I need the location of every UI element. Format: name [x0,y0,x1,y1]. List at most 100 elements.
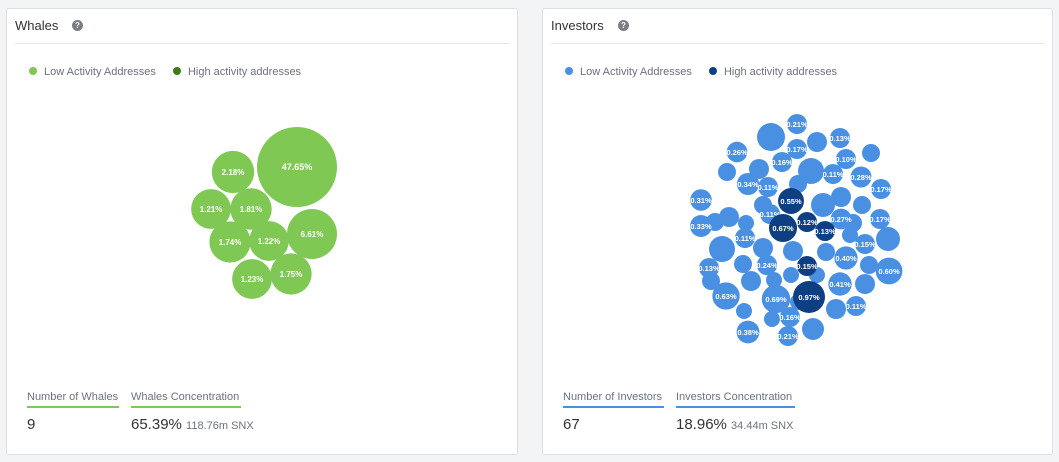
bubble[interactable] [736,172,760,196]
bubble[interactable] [690,189,712,211]
whales-card: Whales ? Low Activity Addresses High act… [6,8,518,455]
bubble-label: 0.13% [698,264,720,273]
bubble[interactable] [270,253,312,295]
legend-label: Low Activity Addresses [580,66,692,78]
bubble[interactable] [735,228,755,248]
bubble[interactable] [780,307,800,327]
investors-title: Investors [551,18,604,33]
legend-item-low-activity[interactable]: Low Activity Addresses [565,66,692,78]
bubble[interactable] [712,282,740,310]
bubble-label: 0.15% [796,262,818,271]
bubble-label: 47.65% [282,162,313,172]
bubble[interactable] [257,127,337,207]
bubble[interactable] [850,166,872,188]
bubble[interactable] [807,132,827,152]
bubble[interactable] [778,326,798,346]
bubble[interactable] [764,311,780,327]
concentration-amount: 34.44m SNX [731,420,794,432]
bubble[interactable] [830,208,852,230]
bubble[interactable] [798,158,824,184]
bubble[interactable] [758,177,778,197]
bubble[interactable] [855,234,875,254]
bubble[interactable] [191,189,231,229]
bubble[interactable] [876,227,900,251]
bubble[interactable] [718,163,736,181]
bubble[interactable] [846,296,866,316]
bubble[interactable] [756,254,778,276]
legend-item-low-activity[interactable]: Low Activity Addresses [29,66,156,78]
legend-item-high-activity[interactable]: High activity addresses [708,66,837,78]
concentration-amount: 118.76m SNX [186,420,254,432]
bubble[interactable] [778,188,804,214]
bubble[interactable] [690,215,712,237]
bubble-label: 0.21% [777,332,799,341]
bubble[interactable] [232,259,272,299]
bubble[interactable] [836,149,856,169]
bubble[interactable] [709,236,735,262]
bubble-label: 0.97% [798,293,820,302]
bubble[interactable] [828,272,852,296]
bubble[interactable] [230,188,272,230]
bubble[interactable] [787,114,807,134]
bubble-label: 1.22% [258,237,281,246]
bubble[interactable] [826,299,846,319]
bubble-label: 0.38% [737,328,759,337]
bubble[interactable] [855,274,875,294]
whales-header: Whales ? [15,9,509,44]
bubble[interactable] [817,243,835,261]
bubble[interactable] [823,164,843,184]
bubble[interactable] [815,221,835,241]
bubble-label: 0.17% [869,215,891,224]
bubble[interactable] [736,320,760,344]
bubble[interactable] [831,187,851,207]
help-icon[interactable]: ? [72,20,83,31]
bubble[interactable] [783,267,799,283]
bubble[interactable] [209,221,251,263]
bubble[interactable] [862,144,880,162]
bubble[interactable] [834,246,858,270]
concentration-percent: 18.96% [676,416,727,433]
bubble[interactable] [736,303,752,319]
bubble[interactable] [830,128,850,148]
bubble[interactable] [757,123,785,151]
bubble-label: 0.13% [814,227,836,236]
bubble-label: 0.34% [737,180,759,189]
bubble[interactable] [797,256,817,276]
bubble[interactable] [738,215,754,231]
bubble[interactable] [766,272,782,288]
number-of-whales-stat: Number of Whales 9 [27,387,119,433]
bubble[interactable] [793,281,825,313]
bubble[interactable] [860,256,878,274]
stat-value: 67 [563,416,580,433]
legend-dot-icon [29,67,37,75]
bubble[interactable] [699,258,719,278]
bubble[interactable] [211,150,255,194]
bubble[interactable] [249,221,289,261]
bubble[interactable] [741,271,761,291]
bubble[interactable] [802,318,824,340]
bubble[interactable] [287,209,337,259]
bubble[interactable] [761,284,791,314]
bubble-label: 6.61% [301,230,324,239]
bubble[interactable] [783,241,803,261]
bubble[interactable] [772,152,792,172]
bubble[interactable] [768,213,798,243]
legend-item-high-activity[interactable]: High activity addresses [172,66,301,78]
bubble[interactable] [853,196,871,214]
bubble-label: 0.60% [878,267,900,276]
bubble[interactable] [753,238,773,258]
bubble-label: 0.21% [786,120,808,129]
bubble[interactable] [734,255,752,273]
bubble[interactable] [749,159,769,179]
bubble[interactable] [787,139,807,159]
bubble[interactable] [726,141,748,163]
bubble[interactable] [875,257,903,285]
bubble[interactable] [797,212,817,232]
bubble[interactable] [719,207,739,227]
bubble-label: 0.24% [756,261,778,270]
bubble[interactable] [811,193,835,217]
bubble[interactable] [871,179,891,199]
help-icon[interactable]: ? [618,20,629,31]
bubble-label: 0.27% [830,215,852,224]
bubble[interactable] [870,209,890,229]
